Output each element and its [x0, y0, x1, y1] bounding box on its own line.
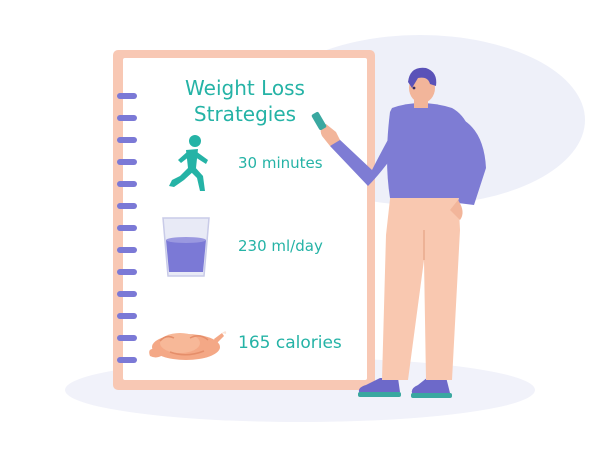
pants [382, 190, 460, 380]
notebook-board [113, 50, 375, 390]
running-person-icon [169, 135, 208, 191]
exercise-duration-text: 30 minutes [238, 154, 323, 172]
head [408, 67, 437, 108]
water-glass-icon [162, 217, 210, 277]
roast-chicken-icon [149, 331, 227, 360]
shoes [358, 377, 452, 398]
board-title-line2: Strategies [193, 102, 297, 126]
spiral-binding [117, 93, 137, 363]
calorie-count-text: 165 calories [238, 333, 342, 353]
shirt [330, 103, 486, 205]
water-intake-text: 230 ml/day [238, 237, 323, 255]
pointing-hand [311, 111, 340, 146]
presenter-person [311, 67, 486, 398]
board-title-line1: Weight Loss [185, 76, 305, 100]
hip-hand [450, 200, 463, 220]
